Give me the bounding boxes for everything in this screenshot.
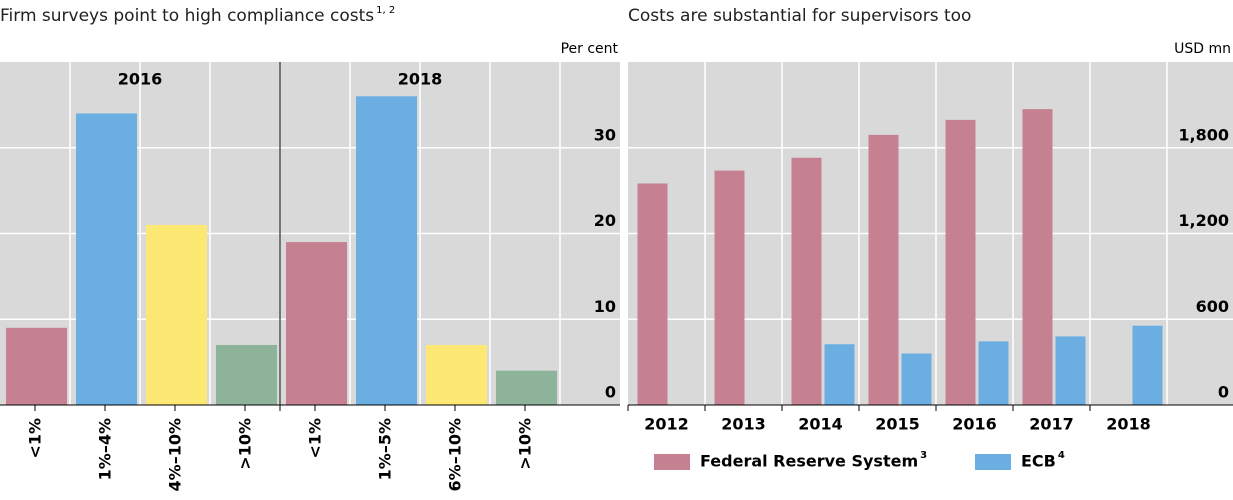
y-tick-label: 20 — [594, 211, 616, 230]
bar — [868, 134, 899, 405]
unit-label: USD mn — [1174, 41, 1231, 57]
bar — [978, 341, 1009, 405]
bar — [216, 344, 277, 405]
y-tick-label: 1,200 — [1178, 211, 1229, 230]
y-tick-label: 30 — [594, 125, 616, 144]
bar — [791, 157, 822, 405]
chart-title: Costs are substantial for supervisors to… — [628, 6, 971, 26]
y-tick-label: 10 — [594, 297, 616, 316]
x-tick-label: 2013 — [721, 415, 766, 434]
x-tick-label: >10% — [516, 418, 535, 470]
x-tick-label: 2018 — [1106, 415, 1151, 434]
x-tick-label: >10% — [236, 418, 255, 470]
bar — [6, 327, 67, 405]
bar — [496, 370, 557, 405]
x-tick-label: 1%–5% — [376, 418, 395, 480]
y-tick-label: 600 — [1196, 297, 1229, 316]
x-tick-label: <1% — [26, 418, 45, 459]
legend-note: 4 — [1058, 450, 1065, 461]
x-tick-label: 2012 — [644, 415, 689, 434]
bar — [824, 344, 855, 405]
bar — [1055, 336, 1086, 405]
x-tick-label: 4%–10% — [166, 418, 185, 491]
legend-label: ECB — [1021, 452, 1056, 471]
legend-label: Federal Reserve System — [700, 452, 918, 471]
y-tick-label: 0 — [605, 383, 616, 402]
x-tick-label: 2017 — [1029, 415, 1074, 434]
bar — [901, 353, 932, 405]
bar — [637, 183, 668, 405]
title-note: 1, 2 — [376, 5, 395, 16]
group-label: 2016 — [118, 70, 163, 89]
legend-swatch — [654, 454, 690, 470]
bar — [945, 119, 976, 405]
bar — [1022, 109, 1053, 405]
bar — [286, 242, 347, 405]
x-tick-label: 2014 — [798, 415, 843, 434]
group-label: 2018 — [398, 70, 443, 89]
x-tick-label: <1% — [306, 418, 325, 459]
bar — [714, 170, 745, 405]
y-tick-label: 0 — [1218, 383, 1229, 402]
x-tick-label: 2015 — [875, 415, 920, 434]
x-tick-label: 1%–4% — [96, 418, 115, 480]
bar — [426, 344, 487, 405]
x-tick-label: 2016 — [952, 415, 997, 434]
bar — [356, 96, 417, 406]
x-tick-label: 6%–10% — [446, 418, 465, 491]
bar — [76, 113, 137, 405]
legend-swatch — [975, 454, 1011, 470]
unit-label: Per cent — [561, 41, 619, 57]
bar — [146, 224, 207, 405]
chart-title: Firm surveys point to high compliance co… — [0, 6, 374, 26]
bar — [1132, 325, 1163, 405]
y-tick-label: 1,800 — [1178, 125, 1229, 144]
legend-note: 3 — [920, 450, 927, 461]
